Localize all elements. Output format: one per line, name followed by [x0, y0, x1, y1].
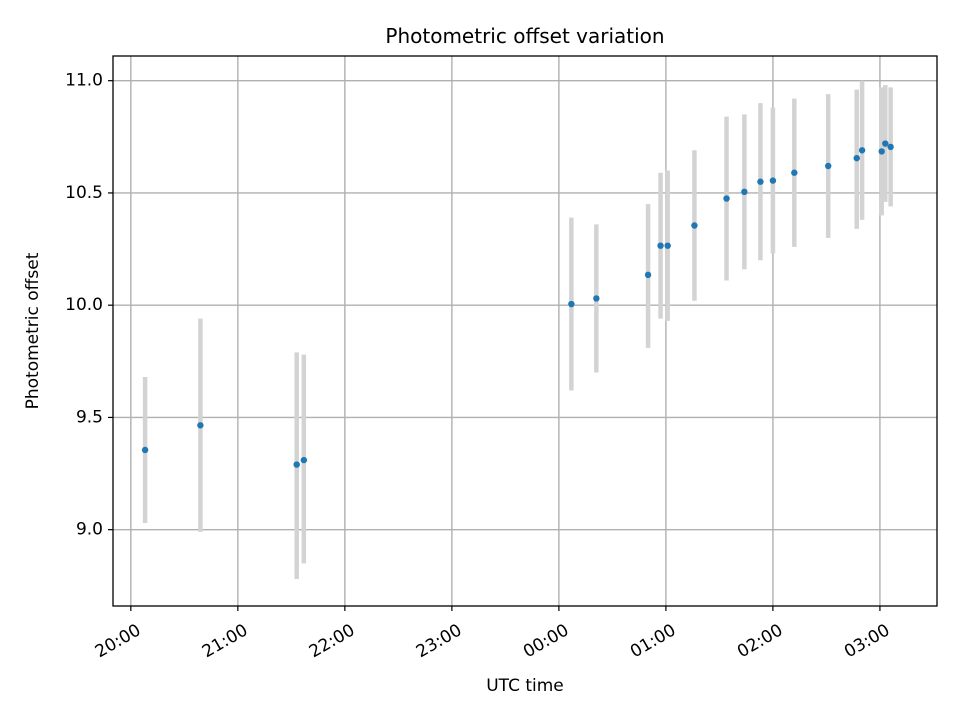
data-point [825, 162, 832, 170]
data-points [141, 140, 894, 468]
y-axis-ticks: 9.0 9.5 10.0 10.5 11.0 [65, 71, 113, 540]
data-point [878, 148, 885, 155]
data-point [657, 242, 664, 249]
y-axis-label: Photometric offset [23, 252, 43, 409]
data-point [593, 295, 600, 302]
data-point [197, 422, 204, 429]
data-point [882, 140, 889, 147]
y-tick-label: 9.5 [76, 407, 103, 427]
data-point [141, 446, 149, 454]
y-tick-label: 11.0 [65, 71, 103, 91]
data-point [644, 271, 652, 279]
grid [113, 56, 937, 606]
data-point [791, 169, 798, 176]
data-point [568, 300, 575, 308]
plot-frame [112, 55, 938, 607]
x-axis-label: UTC time [486, 676, 564, 696]
y-tick-label: 10.5 [65, 183, 103, 203]
data-point [887, 143, 894, 151]
data-point [769, 177, 777, 184]
data-point [300, 456, 308, 464]
data-point [723, 195, 730, 202]
data-point [853, 154, 860, 162]
y-tick-label: 10.0 [65, 295, 103, 315]
data-point [293, 461, 300, 468]
data-point [691, 222, 698, 229]
data-point [664, 242, 671, 249]
data-point [757, 178, 764, 185]
data-point [858, 147, 866, 154]
chart-title: Photometric offset variation [385, 24, 664, 48]
data-point [741, 188, 748, 196]
y-tick-label: 9.0 [76, 520, 103, 540]
